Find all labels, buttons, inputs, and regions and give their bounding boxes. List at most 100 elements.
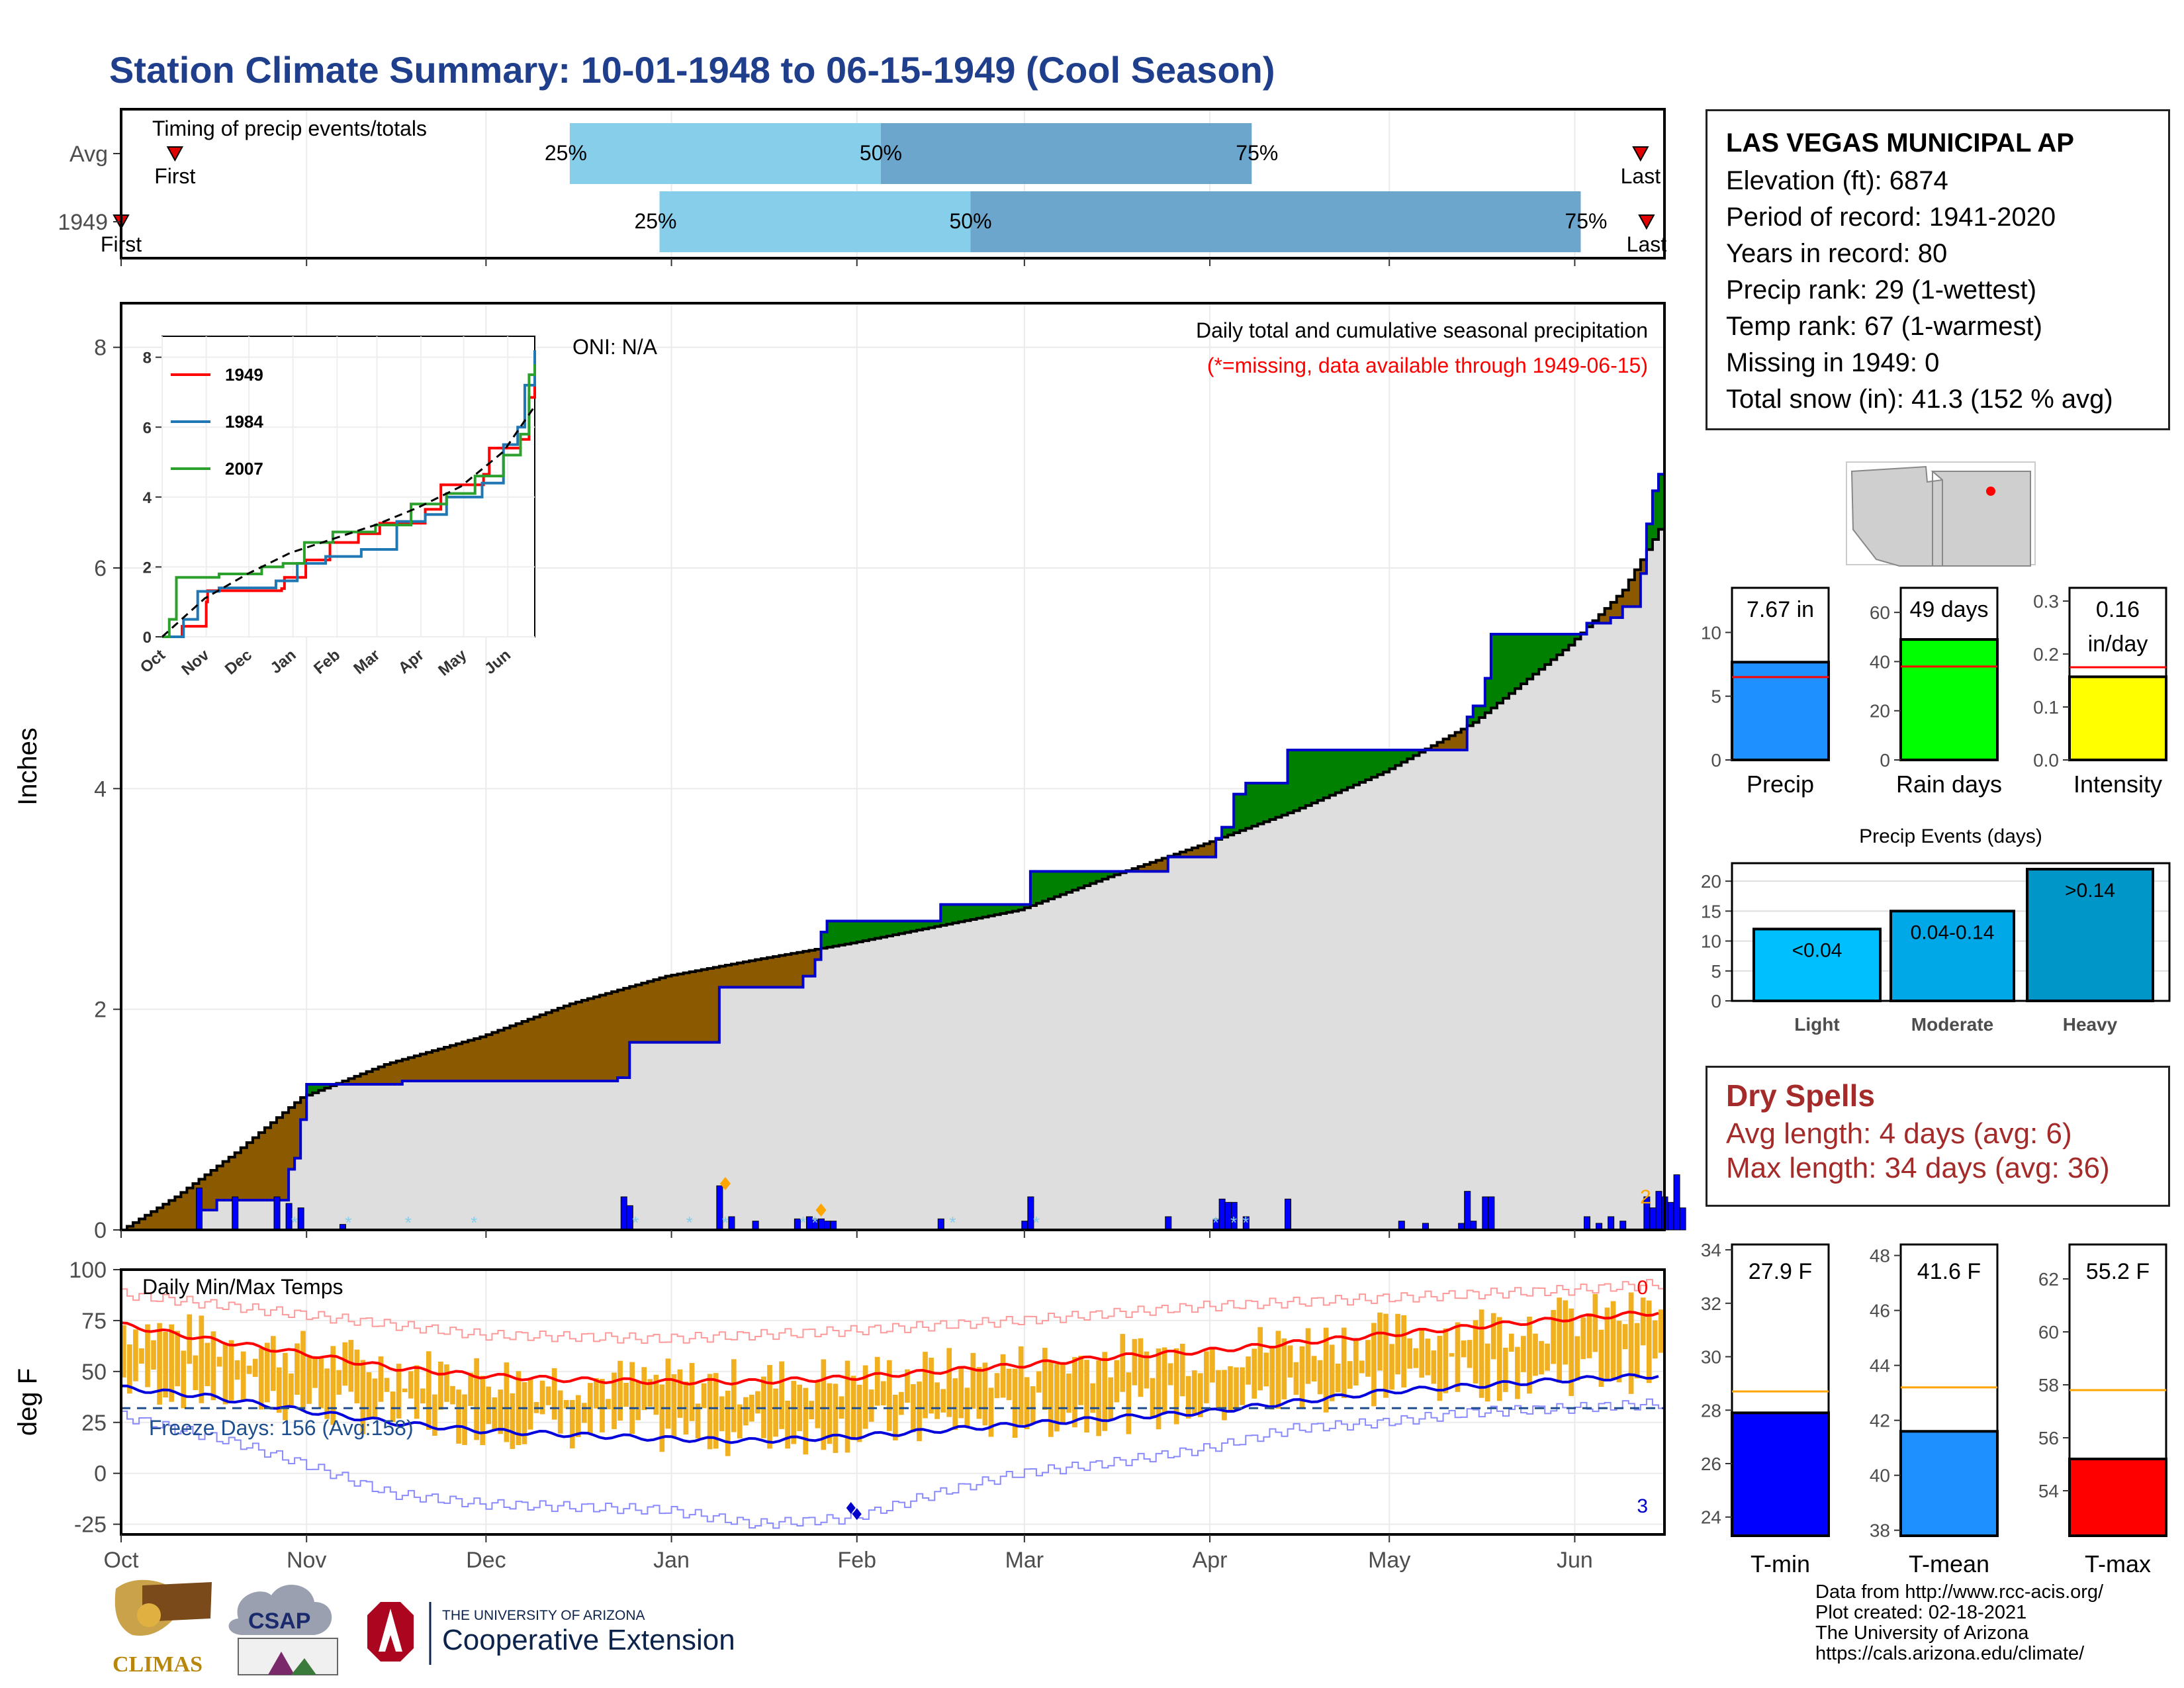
cumulative-base-fill (1072, 890, 1079, 1230)
daily-temp-bar (1616, 1321, 1622, 1383)
y-tick-label: -25 (74, 1513, 107, 1538)
daily-temp-bar (1502, 1347, 1508, 1392)
daily-temp-bar (731, 1359, 737, 1432)
daily-temp-bar (1515, 1346, 1520, 1399)
cumulative-base-fill (1323, 798, 1330, 1230)
y-tick-label: 0.2 (2033, 644, 2059, 665)
month-tick-label: Jan (653, 1548, 690, 1573)
y-tick-label: 34 (1701, 1240, 1721, 1260)
below-avg-fill (270, 1122, 277, 1200)
daily-temp-bar (1521, 1336, 1526, 1372)
cumulative-base-fill (1000, 914, 1007, 1230)
below-avg-fill (569, 1004, 576, 1081)
above-avg-fill (1263, 783, 1271, 822)
above-avg-fill (1042, 871, 1049, 902)
snow-marker: * (1230, 1213, 1237, 1233)
daily-temp-bar (1598, 1329, 1604, 1387)
daily-temp-bar (797, 1384, 803, 1431)
summary-bar-label: Rain days (1896, 771, 2002, 798)
cumulative-base-fill (1604, 623, 1612, 1230)
daily-temp-bar (1467, 1340, 1473, 1368)
below-avg-fill (1449, 735, 1456, 750)
snow-marker: * (291, 1213, 298, 1233)
cumulative-base-fill (1132, 871, 1139, 1230)
record-min-line (121, 1398, 1664, 1529)
above-avg-fill (1533, 634, 1539, 675)
daily-temp-bar (1496, 1317, 1502, 1401)
summary-bar (1899, 638, 1999, 761)
summary-bar (1731, 1411, 1830, 1538)
below-avg-fill (1138, 867, 1145, 872)
dry-spells-box: Dry Spells Avg length: 4 days (avg: 6) M… (1706, 1066, 2170, 1207)
daily-temp-bar (456, 1389, 461, 1444)
inset-y-tick: 4 (143, 489, 152, 507)
above-avg-fill (1574, 634, 1582, 639)
cumulative-base-fill (1030, 906, 1037, 1230)
daily-precip-bar (1673, 1174, 1680, 1231)
cumulative-base-fill (725, 987, 732, 1230)
precip-chart-subtitle: (*=missing, data available through 1949-… (1207, 353, 1648, 377)
above-avg-fill (1365, 750, 1372, 780)
daily-precip-bar (1649, 1207, 1657, 1231)
above-avg-fill (1090, 871, 1097, 884)
above-avg-fill (1228, 827, 1234, 835)
freeze-days-label: Freeze Days: 156 (Avg:158) (149, 1416, 414, 1440)
daily-temp-bar (653, 1374, 659, 1415)
daily-temp-bar (844, 1360, 850, 1453)
daily-temp-bar (1640, 1297, 1646, 1346)
station-period: Period of record: 1941-2020 (1726, 203, 2056, 232)
below-avg-fill (815, 949, 822, 960)
cumulative-base-fill (1359, 782, 1366, 1230)
event-bar (1889, 910, 2015, 1002)
below-avg-fill (563, 1006, 570, 1081)
cumulative-base-fill (474, 1081, 480, 1230)
cumulative-base-fill (456, 1081, 463, 1230)
daily-temp-bar (1490, 1313, 1496, 1360)
daily-temp-bar (1299, 1346, 1305, 1408)
cumulative-base-fill (348, 1084, 355, 1230)
above-avg-fill (827, 921, 834, 947)
below-avg-fill (486, 1035, 493, 1081)
y-tick-label: 5 (1711, 961, 1721, 982)
cumulative-base-fill (1592, 623, 1600, 1230)
daily-temp-bar (880, 1381, 886, 1405)
last-label: Last (1627, 232, 1667, 256)
cumulative-base-fill (1251, 826, 1258, 1230)
daily-temp-bar (384, 1378, 390, 1392)
cumulative-base-fill (641, 1042, 649, 1230)
daily-temp-bar (402, 1388, 408, 1393)
below-avg-fill (1156, 860, 1163, 872)
above-avg-fill (893, 921, 899, 935)
daily-precip-bar (1165, 1216, 1172, 1231)
above-avg-fill (1323, 750, 1330, 798)
month-tick-label: May (1368, 1548, 1410, 1573)
above-avg-fill (1048, 871, 1055, 899)
daily-temp-bar (1473, 1320, 1479, 1383)
above-avg-fill (899, 921, 905, 934)
cumulative-base-fill (1539, 669, 1545, 1230)
daily-temp-bar (1120, 1334, 1126, 1392)
cumulative-base-fill (689, 1042, 696, 1230)
above-avg-fill (1335, 750, 1342, 793)
climas-text: CLIMAS (113, 1652, 203, 1677)
daily-temp-bar (1586, 1313, 1592, 1358)
snow-marker: * (405, 1213, 412, 1233)
daily-temp-bar (414, 1365, 420, 1419)
above-avg-fill (1646, 524, 1653, 550)
cumulative-base-fill (767, 987, 774, 1230)
daily-temp-bar (1024, 1377, 1030, 1430)
y-tick-label: 28 (1701, 1400, 1721, 1421)
below-avg-fill (671, 975, 678, 1043)
above-avg-fill (1293, 750, 1300, 811)
daily-temp-bar (181, 1350, 187, 1409)
cumulative-base-fill (779, 987, 786, 1230)
daily-temp-bar (492, 1397, 498, 1431)
daily-temp-bar (1167, 1363, 1173, 1385)
cumulative-base-fill (1156, 871, 1163, 1230)
cumulative-base-fill (1048, 899, 1055, 1230)
daily-temp-bar (1610, 1301, 1616, 1378)
daily-temp-bar (480, 1376, 486, 1446)
above-avg-fill (1377, 750, 1384, 775)
above-avg-fill (324, 1084, 331, 1088)
daily-precip-bar (196, 1188, 203, 1231)
